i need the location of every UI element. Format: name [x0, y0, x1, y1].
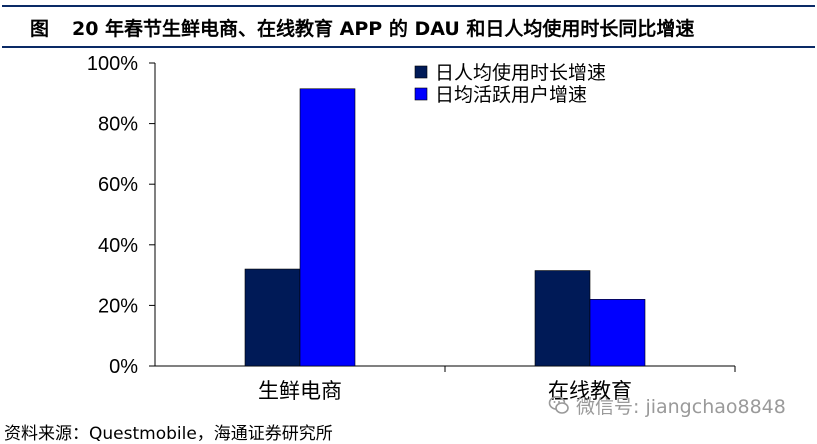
source-note: 资料来源：Questmobile，海通证券研究所 [4, 424, 333, 444]
y-tick-label: 60% [98, 174, 138, 196]
y-tick-label: 20% [98, 295, 138, 317]
figure-title-text: 20 年春节生鲜电商、在线教育 APP 的 DAU 和日人均使用时长同比增速 [72, 18, 695, 40]
top-rule [2, 5, 815, 7]
wechat-icon [548, 396, 569, 414]
watermark-text: 微信号: jiangchao8848 [576, 395, 786, 418]
y-tick-label: 80% [98, 114, 138, 136]
bar [534, 270, 591, 367]
figure-prefix: 图 [30, 18, 50, 40]
y-tick-label: 40% [98, 235, 138, 257]
figure-title: 图 20 年春节生鲜电商、在线教育 APP 的 DAU 和日人均使用时长同比增速 [10, 14, 810, 40]
title-rule [2, 46, 815, 48]
y-tick-label: 100% [87, 53, 138, 75]
bar [589, 299, 646, 367]
x-category-label: 生鲜电商 [258, 379, 342, 403]
legend-label: 日均活跃用户增速 [435, 84, 587, 106]
legend-label: 日人均使用时长增速 [435, 62, 606, 84]
bar [244, 268, 301, 367]
watermark: 微信号: jiangchao8848 [548, 392, 786, 418]
y-tick-label: 0% [109, 356, 138, 378]
legend-swatch [414, 87, 428, 101]
bar [299, 88, 356, 367]
legend-swatch [414, 65, 428, 79]
